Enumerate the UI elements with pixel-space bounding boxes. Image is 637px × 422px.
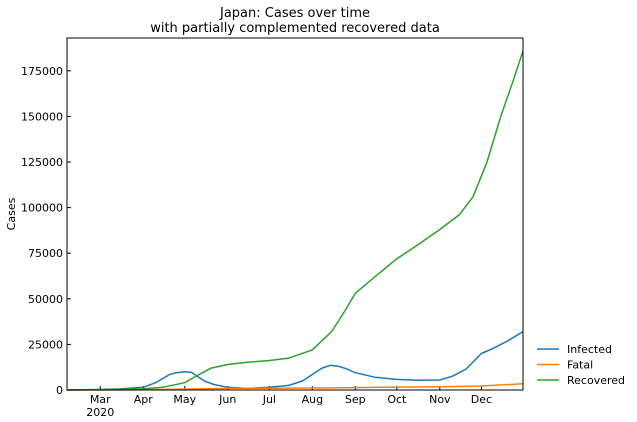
series-line-fatal	[66, 383, 524, 391]
x-tick-label: Oct	[387, 393, 407, 406]
y-tick-label: 75000	[28, 247, 63, 260]
y-tick-label: 150000	[21, 110, 63, 123]
series-line-recovered	[66, 50, 524, 391]
y-tick-label: 0	[56, 384, 63, 397]
x-tick-label: Aug	[302, 393, 323, 406]
x-tick-label: May	[173, 393, 196, 406]
y-tick-label: 125000	[21, 156, 63, 169]
plot-frame	[66, 37, 524, 391]
chart-subtitle: with partially complemented recovered da…	[150, 21, 440, 36]
x-tick-label: Mar	[90, 393, 111, 406]
x-tick-year-label: 2020	[86, 406, 114, 419]
x-tick-label: Dec	[471, 393, 492, 406]
x-tick-label: Jul	[262, 393, 276, 406]
plot-area: 0 25000 50000 75000 100000 125000 150000 175000…	[21, 50, 524, 419]
legend: Infected Fatal Recovered	[537, 343, 625, 387]
series-line-infected	[66, 330, 524, 391]
y-tick-label: 100000	[21, 202, 63, 215]
legend-entry: Infected	[567, 343, 612, 356]
x-tick-label: Sep	[345, 393, 366, 406]
legend-entry: Fatal	[567, 359, 593, 372]
x-tick-label: Jun	[218, 393, 236, 406]
x-tick-label: Apr	[134, 393, 154, 406]
x-tick-label: Nov	[429, 393, 451, 406]
y-tick-label: 25000	[28, 338, 63, 351]
y-tick-label: 175000	[21, 65, 63, 78]
y-axis-label: Cases	[5, 197, 18, 230]
legend-entry: Recovered	[567, 374, 625, 387]
chart-title: Japan: Cases over time	[219, 6, 370, 21]
y-tick-label: 50000	[28, 293, 63, 306]
